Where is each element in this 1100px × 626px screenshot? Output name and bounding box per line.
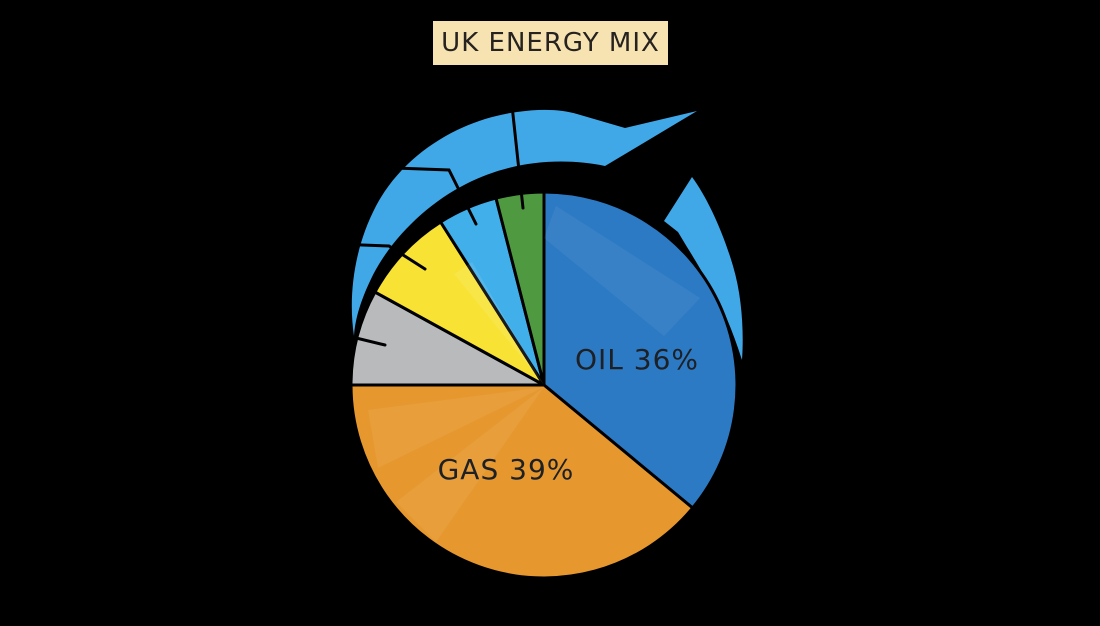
callout-line-yellow	[308, 241, 427, 271]
sheen-shape	[454, 262, 544, 385]
chart-title: UK ENERGY MIX	[433, 21, 668, 65]
sheen-shape	[368, 387, 544, 468]
sheen-shape	[544, 206, 700, 336]
callout-line-lightblue	[336, 164, 478, 226]
pie-sheen	[368, 206, 700, 542]
sheen-shape	[396, 387, 544, 542]
pie-slice-oil	[542, 190, 739, 510]
pie-slice-gas	[349, 383, 695, 580]
cycle-arrow-swoosh	[351, 109, 697, 336]
callout-line-gray	[304, 331, 387, 347]
slice-label-gas: GAS 39%	[438, 453, 575, 486]
callout-lines	[304, 94, 525, 347]
pie-slices	[349, 190, 739, 580]
callout-line-green	[509, 94, 525, 210]
cycle-arrow-head	[664, 177, 743, 360]
pie-slice-unlabeled-green	[494, 190, 546, 387]
slice-label-oil: OIL 36%	[575, 343, 699, 376]
